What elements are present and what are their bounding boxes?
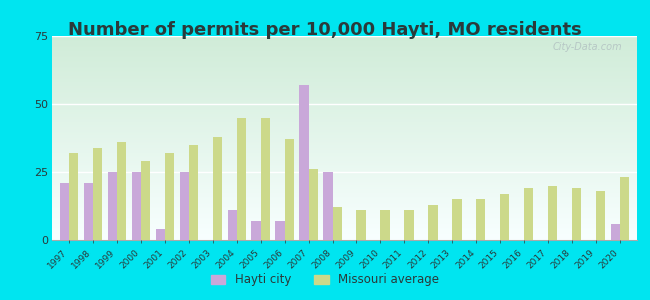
Bar [140,161,150,240]
Bar [155,229,164,240]
Bar [549,186,558,240]
Bar [324,172,333,240]
Bar [84,183,93,240]
Bar [252,221,261,240]
Bar [572,188,581,240]
Bar [620,177,629,240]
Text: City-Data.com: City-Data.com [552,42,623,52]
Bar [428,205,437,240]
Bar [333,207,342,240]
Bar [60,183,69,240]
Bar [227,210,237,240]
Bar [356,210,365,240]
Bar [452,199,462,240]
Bar [476,199,486,240]
Bar [108,172,117,240]
Bar [276,221,285,240]
Text: Number of permits per 10,000 Hayti, MO residents: Number of permits per 10,000 Hayti, MO r… [68,21,582,39]
Bar [611,224,620,240]
Bar [285,140,294,240]
Bar [500,194,510,240]
Bar [380,210,389,240]
Bar [309,169,318,240]
Bar [525,188,534,240]
Bar [300,85,309,240]
Bar [117,142,126,240]
Bar [596,191,605,240]
Bar [93,148,102,240]
Bar [69,153,78,240]
Bar [131,172,140,240]
Bar [404,210,413,240]
Bar [164,153,174,240]
Bar [179,172,188,240]
Bar [213,136,222,240]
Bar [261,118,270,240]
Bar [237,118,246,240]
Bar [188,145,198,240]
Legend: Hayti city, Missouri average: Hayti city, Missouri average [206,269,444,291]
